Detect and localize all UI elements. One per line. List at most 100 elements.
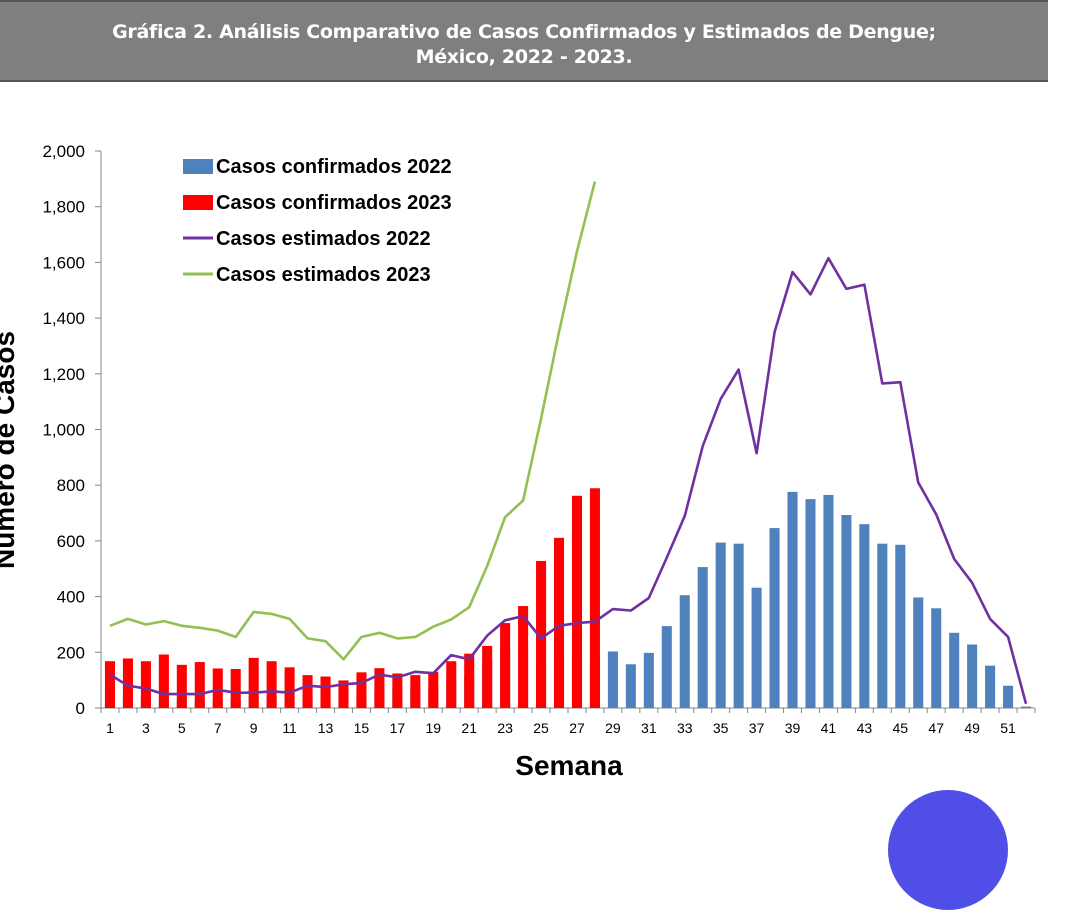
bar-confirmed-2023: [446, 661, 457, 708]
bar-confirmed-2023: [356, 672, 367, 708]
bar-confirmed-2022: [823, 494, 834, 708]
bar-confirmed-2022: [787, 491, 798, 708]
bar-confirmed-2023: [230, 669, 241, 708]
y-tick-label: 200: [57, 643, 85, 662]
x-tick-label: 33: [677, 720, 693, 736]
x-tick-label: 35: [713, 720, 729, 736]
bar-confirmed-2022: [1020, 706, 1032, 708]
bar-confirmed-2022: [769, 528, 780, 708]
bar-confirmed-2022: [607, 651, 618, 708]
line-estimated-2022: [109, 256, 1028, 705]
legend-swatch-bar: [183, 159, 213, 174]
legend-label: Casos confirmados 2023: [216, 192, 452, 214]
bar-confirmed-2022: [877, 543, 888, 708]
bar-confirmed-2023: [266, 661, 277, 708]
series-confirmed-2022: [104, 491, 1032, 708]
bar-confirmed-2023: [482, 645, 493, 708]
corner-badge: [888, 790, 1008, 910]
legend-label: Casos estimados 2023: [216, 264, 431, 286]
x-tick-label: 45: [892, 720, 908, 736]
x-tick-label: 27: [569, 720, 585, 736]
bar-confirmed-2022: [625, 664, 636, 708]
x-tick-label: 51: [1000, 720, 1016, 736]
y-tick-label: 1,600: [42, 253, 85, 272]
y-tick-label: 800: [57, 476, 85, 495]
y-tick-label: 400: [57, 588, 85, 607]
bar-confirmed-2023: [500, 623, 511, 708]
x-tick-label: 41: [821, 720, 837, 736]
bar-confirmed-2023: [374, 668, 385, 708]
series-estimated-lines: [109, 181, 1028, 705]
bar-confirmed-2022: [679, 595, 690, 708]
x-tick-label: 39: [785, 720, 801, 736]
y-tick-label: 1,200: [42, 365, 85, 384]
x-tick-label: 29: [605, 720, 621, 736]
x-tick-label: 25: [533, 720, 549, 736]
bar-confirmed-2023: [338, 680, 349, 708]
x-tick-label: 19: [425, 720, 441, 736]
x-tick-label: 47: [928, 720, 944, 736]
bar-confirmed-2022: [895, 544, 906, 708]
bar-confirmed-2023: [392, 673, 403, 708]
bar-confirmed-2023: [176, 664, 187, 708]
x-tick-label: 43: [857, 720, 873, 736]
x-tick-label: 11: [282, 720, 297, 736]
y-tick-label: 1,000: [42, 421, 85, 440]
chart-title-line-2: México, 2022 - 2023.: [415, 46, 633, 68]
bar-confirmed-2023: [104, 661, 116, 708]
y-tick-label: 2,000: [42, 142, 85, 161]
x-tick-label: 3: [142, 720, 150, 736]
bar-confirmed-2022: [643, 652, 654, 708]
bar-confirmed-2022: [715, 542, 726, 708]
bar-confirmed-2023: [122, 658, 133, 708]
bar-confirmed-2023: [571, 495, 583, 708]
x-axis-label: Semana: [515, 750, 623, 781]
x-tick-label: 15: [354, 720, 370, 736]
chart-title-line-1: Gráfica 2. Análisis Comparativo de Casos…: [112, 21, 936, 43]
bar-confirmed-2022: [805, 499, 816, 708]
x-tick-label: 17: [390, 720, 406, 736]
tick-labels: 0 200 400 600 800 1,000 1,200 1,400 1,600 1,800 2,…: [42, 142, 1016, 736]
legend-label: Casos confirmados 2022: [216, 156, 452, 178]
bar-confirmed-2022: [751, 587, 762, 708]
y-tick-label: 1,400: [42, 309, 85, 328]
bar-confirmed-2023: [410, 675, 421, 708]
x-tick-label: 9: [250, 720, 258, 736]
bar-confirmed-2022: [913, 597, 924, 708]
y-tick-label: 1,800: [42, 198, 85, 217]
bar-confirmed-2022: [931, 608, 942, 708]
x-tick-label: 21: [461, 720, 477, 736]
y-tick-label: 0: [76, 699, 85, 718]
y-axis-label: Número de Casos: [0, 331, 20, 569]
bar-confirmed-2023: [589, 488, 600, 708]
bar-confirmed-2022: [697, 567, 708, 708]
header-band: Gráfica 2. Análisis Comparativo de Casos…: [0, 0, 1048, 82]
bar-confirmed-2022: [967, 644, 978, 708]
bar-confirmed-2022: [661, 626, 672, 708]
chart-title: Gráfica 2. Análisis Comparativo de Casos…: [40, 20, 1008, 70]
legend-swatch-bar: [183, 195, 213, 210]
bar-confirmed-2023: [212, 668, 223, 708]
bar-confirmed-2023: [553, 537, 565, 708]
bar-confirmed-2023: [284, 667, 295, 708]
x-tick-label: 7: [214, 720, 222, 736]
bar-confirmed-2022: [985, 665, 996, 708]
x-tick-label: 37: [749, 720, 765, 736]
bar-confirmed-2022: [733, 543, 744, 708]
y-tick-label: 600: [57, 532, 85, 551]
x-tick-label: 31: [641, 720, 657, 736]
bar-confirmed-2022: [859, 524, 870, 708]
bar-confirmed-2023: [302, 675, 313, 708]
bar-confirmed-2023: [464, 653, 475, 708]
x-tick-label: 23: [497, 720, 513, 736]
dengue-chart: 0 200 400 600 800 1,000 1,200 1,400 1,600 1,800 2,…: [0, 142, 1036, 781]
bar-confirmed-2023: [140, 661, 151, 708]
bar-confirmed-2023: [428, 671, 439, 708]
bar-confirmed-2023: [158, 654, 169, 708]
line-estimated-2023: [109, 181, 597, 661]
x-tick-label: 49: [964, 720, 980, 736]
bar-confirmed-2023: [194, 662, 205, 708]
legend-label: Casos estimados 2022: [216, 228, 431, 250]
bar-confirmed-2022: [949, 632, 960, 708]
x-tick-label: 13: [318, 720, 334, 736]
